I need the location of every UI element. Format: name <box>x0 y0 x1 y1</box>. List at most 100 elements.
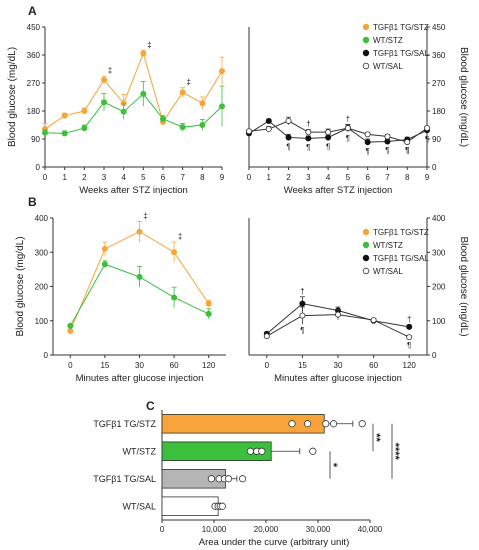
data-point <box>61 130 68 137</box>
bar <box>161 496 219 516</box>
x-axis-title: Area under the curve (arbitrary unit) <box>199 537 349 548</box>
legend-marker <box>362 23 370 31</box>
significance-mark: ¶ <box>346 134 350 143</box>
individual-point <box>309 447 317 455</box>
x-tick-label: 20,000 <box>254 525 279 534</box>
data-point <box>299 312 306 319</box>
data-point <box>384 138 391 145</box>
y-axis-title: Blood glucose (mg/dL) <box>7 47 18 147</box>
x-tick-label: 2 <box>286 173 291 182</box>
y-tick-label: 200 <box>35 283 49 292</box>
x-tick-label: 3 <box>306 173 311 182</box>
x-tick-label: 5 <box>141 173 146 182</box>
legend-label: TGFβ1 TG/SAL <box>373 254 429 263</box>
x-tick-label: 9 <box>220 173 225 182</box>
legend-label: TGFβ1 TG/STZ <box>373 23 429 32</box>
series-line <box>44 93 223 134</box>
data-point <box>81 125 88 132</box>
individual-point <box>303 420 312 428</box>
data-point <box>364 139 371 146</box>
significance-mark: ¶ <box>306 143 310 152</box>
individual-point <box>246 447 254 455</box>
y-tick-label: 180 <box>27 107 41 116</box>
legend-marker <box>362 267 370 275</box>
significance-mark: ¶ <box>326 143 330 152</box>
panel-label-b: B <box>28 195 37 209</box>
y-tick-label: 300 <box>432 248 446 257</box>
data-point <box>285 134 292 141</box>
category-label: TGFβ1 TG/STZ <box>93 419 156 429</box>
y-tick-label: 0 <box>36 163 41 172</box>
x-tick-label: 7 <box>180 173 185 182</box>
chart-a-right: 0 90 180 270 360 450 0 1 2 3 4 5 6 7 8 9 Weeks after STZ… <box>245 23 469 196</box>
y-tick-label: 0 <box>432 163 437 172</box>
data-point <box>140 90 147 97</box>
significance-mark: ¶ <box>405 146 409 155</box>
x-tick-label: 60 <box>170 361 179 370</box>
x-tick-label: 4 <box>326 173 331 182</box>
significance-mark: ‡ <box>143 211 147 220</box>
y-tick-label: 0 <box>44 351 49 360</box>
data-point <box>370 317 377 324</box>
series-line <box>248 120 428 143</box>
x-tick-label: 5 <box>346 173 351 182</box>
data-point <box>179 124 186 131</box>
data-point <box>325 129 332 136</box>
data-point <box>263 333 270 340</box>
x-tick-label: 0 <box>160 525 165 534</box>
x-tick-label: 7 <box>385 173 390 182</box>
data-point <box>406 323 413 330</box>
y-tick-label: 450 <box>27 23 41 32</box>
individual-point <box>288 420 296 428</box>
significance-mark: † <box>300 287 304 296</box>
x-tick-label: 6 <box>161 173 166 182</box>
y-axis-title-right: Blood glucose (mg/dL) <box>458 236 469 336</box>
y-tick-label: 90 <box>432 135 441 144</box>
significance-mark: ¶ <box>385 146 389 155</box>
individual-point <box>218 502 226 510</box>
legend-label: TGFβ1 TG/SAL <box>373 49 429 58</box>
significance-mark: ¶ <box>407 341 411 350</box>
data-point <box>61 112 68 119</box>
data-point <box>364 131 371 138</box>
data-point <box>171 294 178 301</box>
y-tick-label: 450 <box>432 23 446 32</box>
y-tick-label: 360 <box>432 51 446 60</box>
x-tick-label: 6 <box>365 173 370 182</box>
significance-mark: ‡ <box>108 66 112 75</box>
data-point <box>423 125 430 132</box>
significance-mark: † <box>306 120 310 129</box>
legend-marker <box>362 36 370 44</box>
x-axis-title: Minutes after glucose injection <box>76 373 204 384</box>
x-tick-label: 8 <box>405 173 410 182</box>
data-point <box>325 134 332 141</box>
x-tick-label: 8 <box>200 173 205 182</box>
individual-point <box>258 447 266 455</box>
data-point <box>179 89 186 96</box>
y-tick-label: 100 <box>432 317 446 326</box>
x-axis-title: Weeks after STZ injection <box>79 185 188 196</box>
data-point <box>205 300 212 307</box>
chart-a-left: 0 90 180 270 360 450 0 1 2 3 4 5 6 7 8 9 Weeks after STZ… <box>7 23 225 196</box>
significance-mark: ¶ <box>366 147 370 156</box>
data-point <box>136 228 143 235</box>
category-label: TGFβ1 TG/SAL <box>93 474 156 484</box>
x-tick-label: 2 <box>82 173 87 182</box>
legend-label: WT/STZ <box>373 241 403 250</box>
x-tick-label: 0 <box>68 361 73 370</box>
data-point <box>406 334 413 341</box>
y-tick-label: 90 <box>31 135 40 144</box>
data-point <box>67 322 74 329</box>
series-line <box>44 51 223 130</box>
legend-label: WT/SAL <box>373 62 403 71</box>
data-point <box>42 129 49 136</box>
significance-mark: ¶ <box>425 135 429 144</box>
legend-label: TGFβ1 TG/STZ <box>373 228 429 237</box>
x-tick-label: 30 <box>135 361 144 370</box>
x-tick-label: 120 <box>403 361 417 370</box>
data-point <box>101 245 108 252</box>
y-tick-label: 270 <box>432 79 446 88</box>
individual-point <box>329 420 338 428</box>
data-point <box>299 300 306 307</box>
